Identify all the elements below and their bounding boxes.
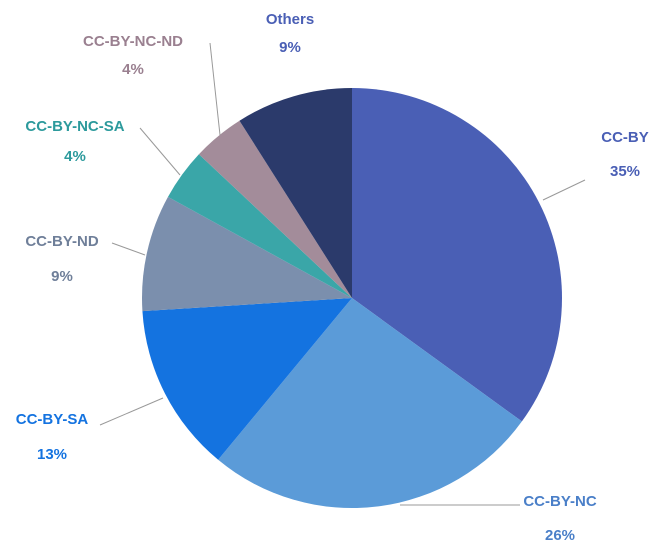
slice-label: CC-BY: [601, 129, 649, 146]
leader-line: [139, 127, 181, 176]
pie-slice: [142, 298, 352, 460]
value-label: 35%: [610, 163, 640, 180]
value-label: 9%: [279, 39, 301, 56]
value-label: 26%: [545, 527, 575, 544]
leader-line: [542, 179, 586, 201]
leader-line: [99, 397, 164, 426]
value-label: 4%: [64, 148, 86, 165]
slice-label: CC-BY-SA: [16, 411, 89, 428]
pie-slice: [239, 88, 352, 298]
value-label: 9%: [51, 268, 73, 285]
leader-line: [111, 242, 146, 256]
slice-label: CC-BY-ND: [25, 233, 98, 250]
slice-label: CC-BY-NC-ND: [83, 33, 183, 50]
value-label: 4%: [122, 61, 144, 78]
pie-slice: [167, 154, 352, 298]
slice-label: Others: [266, 11, 314, 28]
pie-slice: [198, 120, 352, 299]
pie-slice: [142, 196, 352, 312]
leader-line: [209, 42, 221, 136]
slice-label: CC-BY-NC-SA: [25, 118, 124, 135]
value-label: 13%: [37, 446, 67, 463]
pie-slice: [218, 298, 522, 509]
pie-slice: [352, 88, 563, 422]
slice-label: CC-BY-NC: [523, 493, 596, 510]
